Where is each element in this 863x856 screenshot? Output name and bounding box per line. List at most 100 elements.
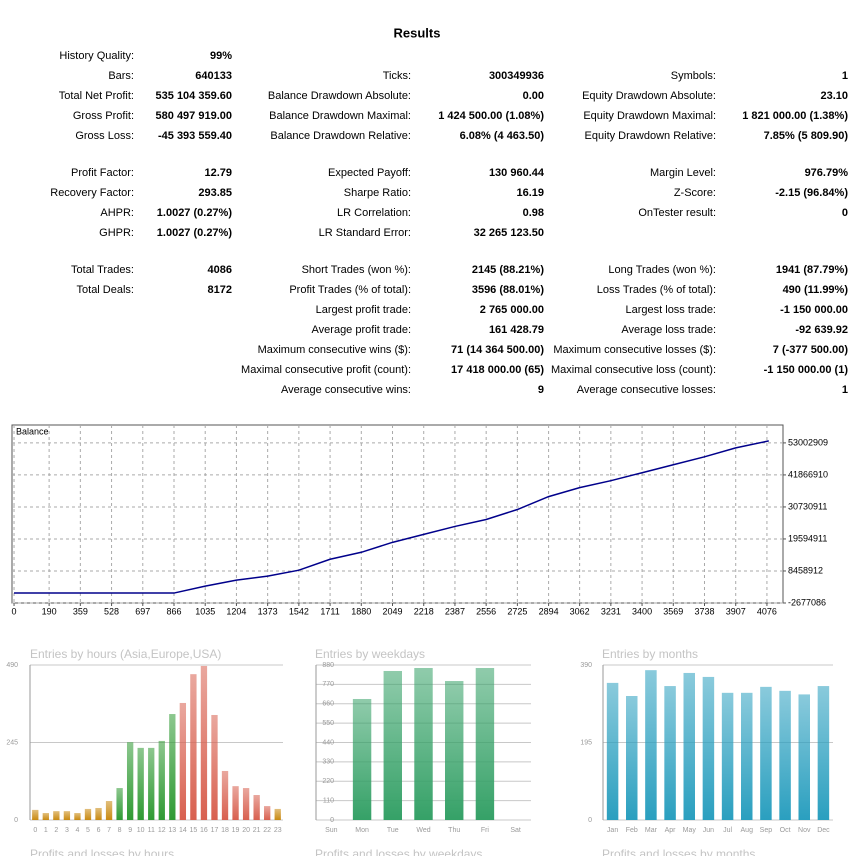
x-tick-label: Mar [645,827,658,834]
x-tick-label: 12 [158,827,166,834]
y-tick-label: 330 [322,759,334,766]
bar [232,786,239,820]
stat-label: Total Trades: [71,264,134,276]
x-tick-label: Aug [741,827,754,834]
stat-label: Largest profit trade: [316,304,411,316]
bar [63,811,71,820]
x-tick-label: 2725 [507,606,527,616]
bar [383,670,402,820]
x-tick-label: 0 [33,827,37,834]
y-tick-label: 195 [580,739,592,746]
section-title: Profits and losses by hours [30,847,174,856]
stat-value: 490 (11.99%) [783,284,849,296]
stat-value: 2 765 000.00 [480,304,544,316]
stat-label: Z-Score: [674,187,716,199]
stat-label: Margin Level: [650,167,716,179]
stat-value: 4086 [208,264,232,276]
x-tick-label: 1880 [351,606,371,616]
x-tick-label: Thu [448,827,460,834]
bar [626,696,638,820]
x-tick-label: 4 [75,827,79,834]
stat-value: 9 [538,384,544,396]
section-title: Profits and losses by weekdays [315,847,482,856]
stat-label: GHPR: [99,227,134,239]
x-tick-label: Oct [780,827,791,834]
stat-label: Equity Drawdown Maximal: [583,110,716,122]
stat-value: 300349936 [489,70,544,82]
y-tick-label: -2677086 [788,597,826,607]
stat-value: 130 960.44 [489,167,545,179]
bar [32,809,39,820]
y-tick-label: 220 [322,778,334,785]
stat-value: 32 265 123.50 [474,227,544,239]
stat-label: OnTester result: [638,207,716,219]
bar [779,690,791,820]
x-tick-label: Tue [387,827,399,834]
bar [445,681,464,820]
stat-label: Gross Loss: [75,130,134,142]
x-tick-label: 1035 [195,606,215,616]
stat-value: 17 418 000.00 (65) [451,364,544,376]
bar [664,686,676,820]
y-tick-label: 30730911 [788,501,827,511]
x-tick-label: 11 [148,827,155,834]
bar [242,788,250,820]
stat-label: Gross Profit: [73,110,134,122]
x-tick-label: 2049 [382,606,402,616]
stat-value: 293.85 [198,187,232,199]
x-tick-label: 190 [42,606,57,616]
x-tick-label: 2 [54,827,58,834]
y-tick-label: 390 [580,662,592,669]
stat-value: 580 497 919.00 [156,110,232,122]
x-tick-label: Jan [607,827,618,834]
stat-value: 2145 (88.21%) [472,264,544,276]
bar [137,747,144,820]
x-tick-label: 10 [137,827,145,834]
x-tick-label: Jun [703,827,714,834]
x-tick-label: 1711 [320,606,339,616]
x-tick-label: Jul [723,827,732,834]
bar [148,747,155,820]
bar [221,770,229,820]
y-tick-label: 19594911 [788,533,827,543]
x-tick-label: 359 [73,606,88,616]
stat-value: 12.79 [204,167,232,179]
x-tick-label: 15 [189,827,197,834]
bar [274,808,281,820]
y-tick-label: 490 [6,662,18,669]
balance-frame [11,424,784,604]
results-title: Results [394,25,441,40]
stat-value: 7.85% (5 809.90) [764,130,849,142]
y-tick-label: 0 [330,817,334,824]
x-tick-label: 3 [65,827,69,834]
stat-label: Maximum consecutive wins ($): [258,344,411,356]
x-tick-label: Mon [355,827,369,834]
stat-label: Total Net Profit: [59,90,134,102]
stat-label: LR Standard Error: [319,227,411,239]
stat-value: -2.15 (96.84%) [775,187,848,199]
bar [116,788,123,820]
stat-value: 99% [210,50,232,62]
x-tick-label: 3907 [726,606,746,616]
stat-label: Short Trades (won %): [302,264,411,276]
x-tick-label: 16 [200,827,208,834]
stat-value: -45 393 559.40 [158,130,232,142]
stat-value: 535 104 359.60 [156,90,232,102]
x-tick-label: 0 [12,606,17,616]
chart-title: Entries by weekdays [315,647,425,661]
stat-value: 8172 [208,284,232,296]
bar [74,813,81,820]
stat-label: Symbols: [671,70,716,82]
x-tick-label: Feb [626,827,638,834]
stat-label: Long Trades (won %): [608,264,716,276]
bar [95,807,102,820]
x-tick-label: 2218 [414,606,434,616]
stat-value: 1 [842,384,848,396]
bar [179,702,187,820]
stat-value: 1 [842,70,848,82]
bar [264,806,271,820]
bar [158,740,165,820]
x-tick-label: 2387 [445,606,465,616]
x-tick-label: 8 [118,827,122,834]
